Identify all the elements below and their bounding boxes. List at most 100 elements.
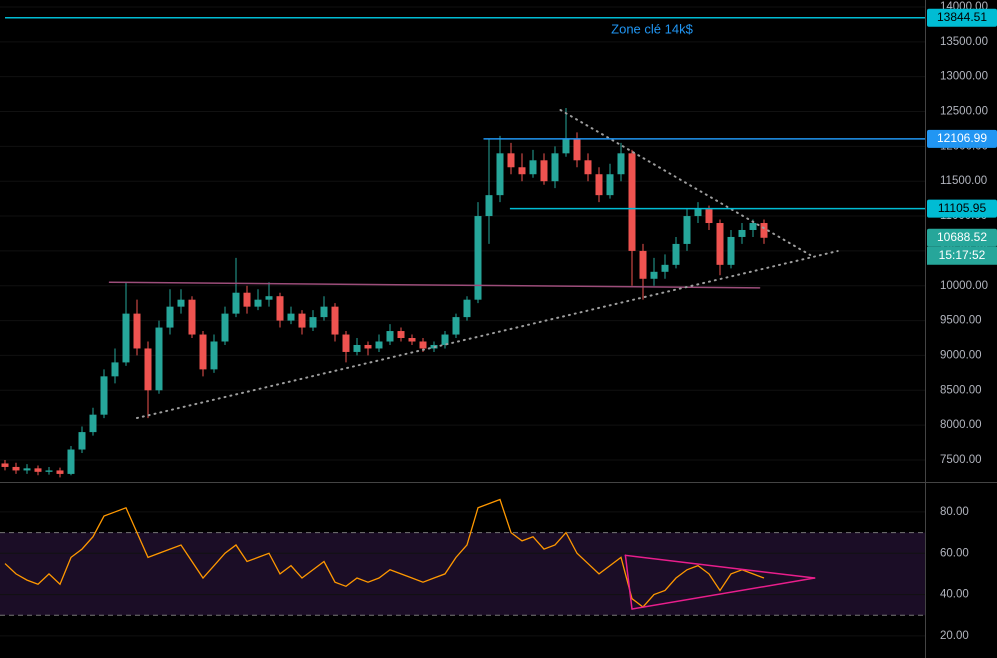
candle-body: [23, 468, 31, 471]
candle-body: [342, 334, 350, 352]
candle-body: [221, 313, 229, 342]
y-tick-label: 60.00: [940, 547, 969, 559]
candle-body: [100, 376, 108, 415]
candle-body: [760, 223, 768, 238]
countdown-box: [927, 246, 997, 265]
candle-body: [507, 153, 515, 168]
y-tick-label: 40.00: [940, 589, 969, 601]
candle-body: [177, 299, 185, 307]
candle-body: [617, 153, 625, 175]
candle-body: [353, 344, 361, 352]
candle-body: [243, 292, 251, 307]
candle-body: [639, 250, 647, 279]
candle-body: [1, 463, 9, 467]
candle-body: [551, 153, 559, 182]
candle-body: [540, 160, 548, 182]
candle-body: [320, 306, 328, 318]
level-label: 12106.99: [937, 131, 987, 145]
candle-body: [529, 160, 537, 175]
candle-body: [716, 223, 724, 265]
candle-body: [694, 209, 702, 217]
candle-body: [331, 306, 339, 335]
candle-body: [144, 348, 152, 391]
trendline: [624, 554, 816, 579]
candle-body: [749, 223, 757, 230]
candle-body: [738, 229, 746, 237]
annotation: Zone clé 14k$: [611, 21, 693, 36]
candle-body: [518, 167, 526, 175]
candle-body: [298, 313, 306, 328]
candle-body: [683, 216, 691, 244]
trendline: [631, 577, 816, 610]
candle-body: [276, 296, 284, 321]
candle-body: [419, 341, 427, 349]
candle-body: [89, 414, 97, 433]
candle-body: [133, 313, 141, 349]
y-tick-label: 12500.00: [940, 106, 988, 118]
candle-body: [705, 209, 713, 224]
candle-body: [661, 264, 669, 272]
candle-body: [111, 362, 119, 377]
candle-body: [562, 139, 570, 154]
candle-body: [397, 331, 405, 339]
y-tick-label: 8000.00: [940, 419, 982, 431]
candle-body: [287, 313, 295, 321]
candle-body: [122, 313, 130, 363]
level-label: 13844.51: [937, 10, 987, 24]
level-label: 10688.52: [937, 230, 987, 244]
candle-body: [408, 338, 416, 342]
y-tick-label: 20.00: [940, 630, 969, 642]
candle-body: [463, 299, 471, 318]
trendline: [136, 250, 839, 420]
candle-body: [199, 334, 207, 370]
candle-body: [441, 334, 449, 345]
candle-body: [727, 236, 735, 265]
candle-body: [485, 195, 493, 217]
candle-body: [67, 449, 75, 474]
trendline: [559, 109, 812, 257]
y-tick-label: 13000.00: [940, 71, 988, 83]
candle-body: [254, 299, 262, 307]
y-tick-label: 11500.00: [940, 175, 987, 187]
countdown: 15:17:52: [939, 248, 986, 262]
level-label-box: [927, 129, 997, 148]
candle-body: [309, 317, 317, 328]
candle-body: [210, 341, 218, 370]
y-tick-label: 7500.00: [940, 454, 982, 466]
y-tick-label: 13500.00: [940, 36, 988, 48]
candle-body: [375, 341, 383, 349]
candle-body: [78, 432, 86, 450]
y-tick-label: 9500.00: [940, 315, 982, 327]
candle-body: [45, 470, 53, 472]
candle-body: [155, 327, 163, 391]
candle-body: [386, 331, 394, 342]
candle-body: [232, 292, 240, 314]
candle-body: [650, 271, 658, 279]
candle-body: [672, 243, 680, 265]
candle-body: [56, 470, 64, 474]
level-label-box: [927, 228, 997, 247]
trendline: [108, 281, 761, 289]
candle-body: [584, 160, 592, 175]
rsi-line: [4, 498, 765, 608]
y-tick-label: 80.00: [940, 506, 969, 518]
candle-body: [474, 216, 482, 300]
candle-body: [265, 296, 273, 300]
level-label-box: [927, 199, 997, 218]
level-label: 11105.95: [938, 201, 987, 215]
candle-body: [166, 306, 174, 328]
candle-body: [606, 174, 614, 196]
candle-body: [628, 153, 636, 251]
trendline: [624, 554, 633, 610]
y-tick-label: 9000.00: [940, 349, 982, 361]
candle-body: [12, 466, 20, 471]
candle-body: [573, 139, 581, 161]
y-tick-label: 8500.00: [940, 384, 982, 396]
candle-body: [364, 344, 372, 349]
candle-body: [496, 153, 504, 196]
level-label-box: [927, 8, 997, 27]
y-tick-label: 10000.00: [940, 280, 988, 292]
candle-body: [188, 299, 196, 335]
candle-body: [595, 174, 603, 196]
